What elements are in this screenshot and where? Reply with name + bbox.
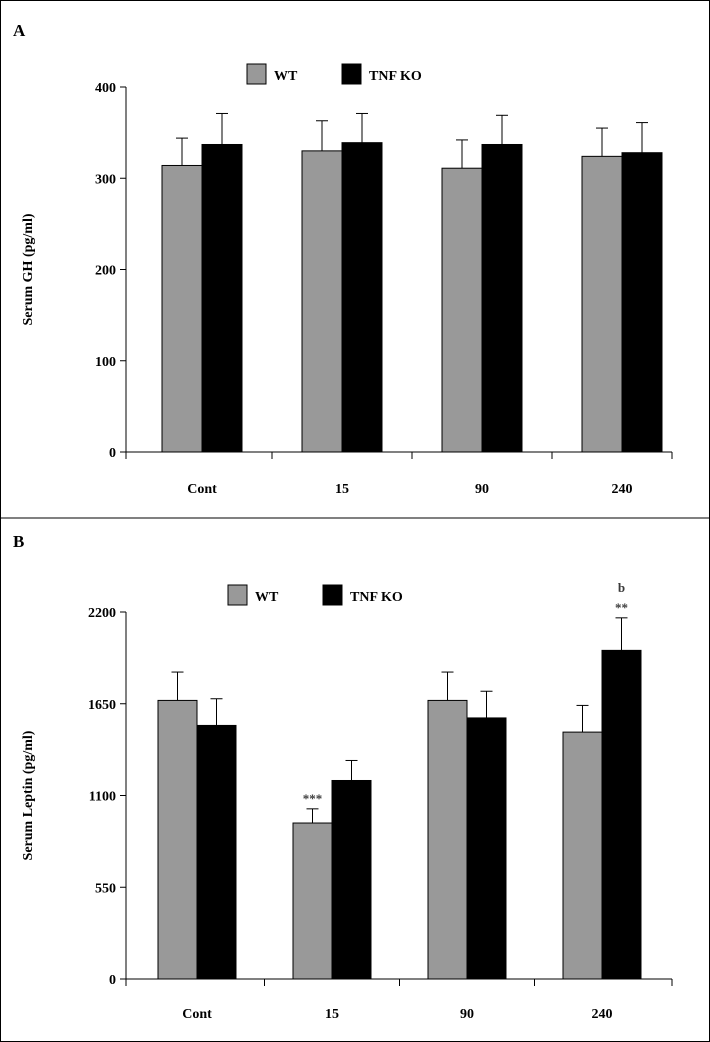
panel-b-chart: B 0 550 1100 1650 2200 Serum Leptin (pg/ml) Con… (13, 532, 673, 1022)
panel-b-bar-ko-3 (601, 649, 642, 980)
panel-b-bar-wt-2 (427, 699, 468, 980)
panel-b-bar-wt-0 (157, 699, 198, 980)
panel-b-x-tick-label-1: 15 (325, 1007, 339, 1022)
panel-b-x-tick-label-3: 240 (592, 1007, 613, 1022)
panel-a-bar-wt-0 (161, 164, 203, 453)
panel-b-bar-ko-0 (196, 724, 237, 980)
panel-b-bar-ko-2 (466, 717, 507, 980)
panel-a-bar-ko-0 (201, 143, 243, 453)
panel-b-y-tick-label-1: 550 (95, 881, 116, 896)
panel-a-y-tick-label-3: 300 (95, 172, 116, 187)
panel-b-bar-ko-1 (331, 779, 372, 980)
panel-b-annotation-1-0: b (618, 580, 625, 595)
panel-b-label: B (13, 532, 24, 551)
panel-b-legend-label-1: TNF KO (350, 590, 403, 605)
panel-a-legend-swatch-0 (246, 63, 267, 85)
panel-a-bar-ko-1 (341, 142, 383, 453)
panel-a-bar-wt-2 (441, 167, 483, 453)
panel-a-x-tick-label-2: 90 (475, 482, 489, 497)
panel-a-x-tick-label-0: Cont (187, 482, 217, 497)
panel-b-y-axis-label: Serum Leptin (pg/ml) (21, 730, 36, 860)
panel-a-y-tick-label-4: 400 (95, 81, 116, 96)
panel-a-legend-swatch-1 (341, 63, 362, 85)
panel-b-y-tick-label-3: 1650 (88, 698, 116, 713)
panel-b-legend-swatch-1 (322, 584, 343, 606)
panel-a-chart: A 0 100 200 300 400 Serum GH (pg/ml) Cont 15 90 24… (13, 21, 673, 497)
panel-b-bar-wt-3 (562, 731, 603, 980)
panel-a-x-tick-label-1: 15 (335, 482, 349, 497)
panel-a-legend-label-1: TNF KO (369, 69, 422, 84)
panel-a-y-tick-label-2: 200 (95, 264, 116, 279)
panel-b-y-tick-label-0: 0 (109, 973, 116, 988)
panel-a-bar-ko-3 (621, 152, 663, 453)
panel-b-bar-wt-1 (292, 822, 333, 980)
panel-b-x-tick-label-0: Cont (182, 1007, 212, 1022)
panel-b-legend-label-0: WT (255, 590, 279, 605)
panel-a-y-axis-label: Serum GH (pg/ml) (21, 213, 36, 325)
panel-b-legend-swatch-0 (227, 584, 248, 606)
panel-b-y-tick-label-2: 1100 (89, 790, 116, 805)
panel-b-annotation-1-1: ** (615, 600, 628, 615)
panel-b-y-tick-label-4: 2200 (88, 606, 116, 621)
panel-b-annotation-0-0: *** (303, 791, 323, 806)
panel-a-bar-ko-2 (481, 143, 523, 453)
panel-a-bar-wt-3 (581, 155, 623, 453)
panel-a-x-tick-label-3: 240 (612, 482, 633, 497)
panel-a-y-tick-label-1: 100 (95, 355, 116, 370)
panel-a-bar-wt-1 (301, 150, 343, 453)
panel-b-x-tick-label-2: 90 (460, 1007, 474, 1022)
panel-a-legend-label-0: WT (274, 69, 298, 84)
panel-a-y-tick-label-0: 0 (109, 446, 116, 461)
panel-a-label: A (13, 21, 26, 40)
